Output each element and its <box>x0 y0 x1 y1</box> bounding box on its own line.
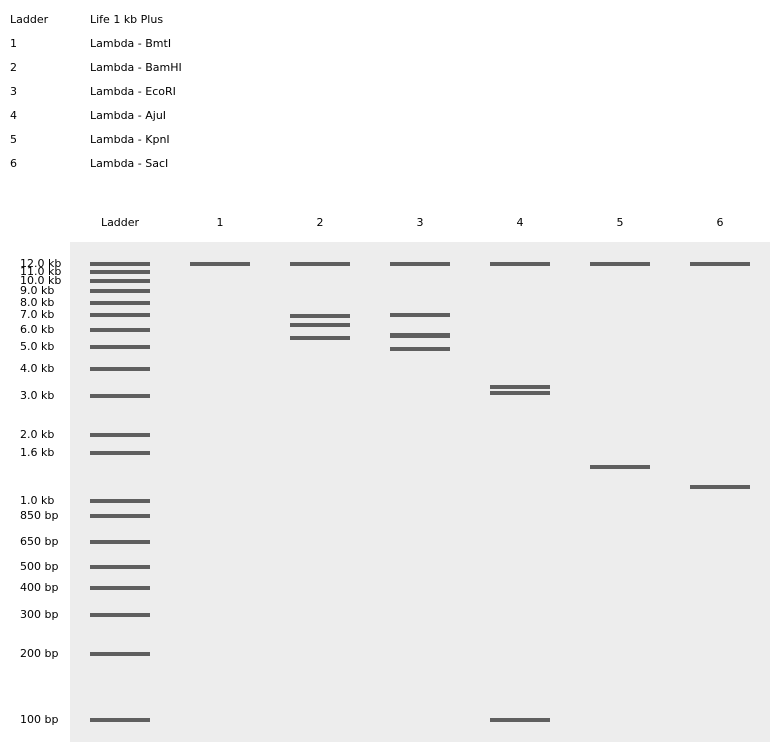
sample-band <box>290 336 350 341</box>
size-label: 1.0 kb <box>20 494 55 507</box>
size-label: 12.0 kb <box>20 257 62 270</box>
ladder-band <box>90 394 150 398</box>
ladder-band <box>90 565 150 569</box>
legend-lane-description: Lambda - EcoRI <box>90 85 176 98</box>
size-label: 2.0 kb <box>20 428 55 441</box>
ladder-band <box>90 328 150 332</box>
ladder-band <box>90 270 150 274</box>
sample-band <box>690 484 750 489</box>
ladder-band <box>90 262 150 266</box>
legend-lane-description: Lambda - KpnI <box>90 133 170 146</box>
ladder-band <box>90 613 150 617</box>
ladder-band <box>90 540 150 544</box>
legend-lane-id: Ladder <box>10 13 49 26</box>
size-label: 500 bp <box>20 560 59 573</box>
ladder-band <box>90 289 150 293</box>
ladder-band <box>90 499 150 503</box>
sample-band <box>490 262 550 266</box>
legend-lane-description: Lambda - BamHI <box>90 61 182 74</box>
ladder-band <box>90 345 150 349</box>
sample-band <box>290 262 350 266</box>
ladder-band <box>90 279 150 283</box>
legend-lane-description: Lambda - SacI <box>90 157 169 170</box>
lane-header: 4 <box>516 216 524 229</box>
ladder-band <box>90 718 150 722</box>
sample-band <box>690 262 750 266</box>
legend-lane-id: 5 <box>10 133 17 146</box>
lane-header: 1 <box>216 216 224 229</box>
legend-lane-description: Life 1 kb Plus <box>90 13 164 26</box>
size-label: 1.6 kb <box>20 446 55 459</box>
sample-band <box>590 262 650 266</box>
legend-lane-id: 1 <box>10 37 17 50</box>
sample-band <box>490 385 550 390</box>
legend-lane-description: Lambda - AjuI <box>90 109 167 122</box>
size-label: 4.0 kb <box>20 362 55 375</box>
ladder-band <box>90 301 150 305</box>
sample-band <box>490 718 550 722</box>
size-label: 7.0 kb <box>20 308 55 321</box>
size-label: 650 bp <box>20 535 59 548</box>
sample-band <box>290 323 350 328</box>
gel <box>70 242 770 742</box>
ladder-band <box>90 313 150 317</box>
size-label: 300 bp <box>20 608 59 621</box>
sample-band <box>190 262 250 266</box>
lane-header: Ladder <box>100 216 140 229</box>
size-label: 400 bp <box>20 581 59 594</box>
size-label: 9.0 kb <box>20 284 55 297</box>
lane-header: 3 <box>416 216 424 229</box>
legend-lane-description: Lambda - BmtI <box>90 37 172 50</box>
sample-band <box>590 464 650 469</box>
size-label: 8.0 kb <box>20 296 55 309</box>
lane-header: 2 <box>316 216 324 229</box>
ladder-band <box>90 586 150 590</box>
sample-band <box>490 390 550 395</box>
ladder-band <box>90 433 150 437</box>
size-label: 850 bp <box>20 509 59 522</box>
legend-lane-id: 3 <box>10 85 17 98</box>
size-label: 11.0 kb <box>20 265 62 278</box>
legend-lane-id: 4 <box>10 109 17 122</box>
size-label: 6.0 kb <box>20 323 55 336</box>
sample-band <box>290 314 350 319</box>
lane-header: 5 <box>616 216 624 229</box>
sample-band <box>390 313 450 317</box>
size-label: 5.0 kb <box>20 340 55 353</box>
ladder-band <box>90 451 150 455</box>
size-label: 10.0 kb <box>20 274 62 287</box>
sample-band <box>390 346 450 351</box>
size-label: 200 bp <box>20 647 59 660</box>
ladder-band <box>90 652 150 656</box>
ladder-band <box>90 514 150 518</box>
sample-band <box>390 262 450 266</box>
sample-band <box>390 334 450 339</box>
size-label: 3.0 kb <box>20 389 55 402</box>
legend-lane-id: 2 <box>10 61 17 74</box>
legend-lane-id: 6 <box>10 157 17 170</box>
lane-header: 6 <box>716 216 724 229</box>
ladder-band <box>90 367 150 371</box>
size-label: 100 bp <box>20 713 59 726</box>
